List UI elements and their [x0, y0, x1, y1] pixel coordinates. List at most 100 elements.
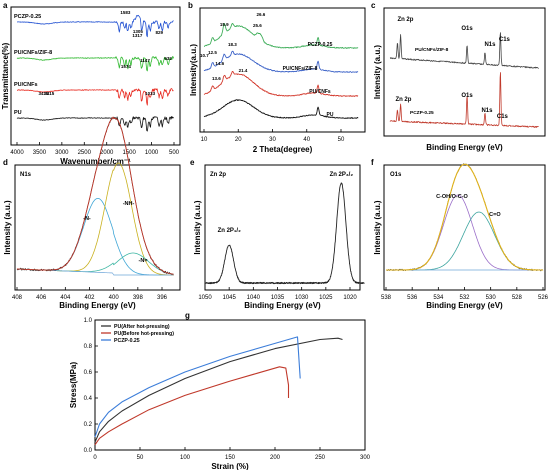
x-tick-label: 526	[538, 295, 549, 301]
series-line	[203, 50, 359, 73]
peak-annotation: C1s	[497, 114, 509, 120]
x-tick-label: 10	[201, 137, 208, 143]
peak-annotation: Zn 2p	[397, 17, 413, 23]
series-line	[94, 366, 290, 446]
x-axis-label: Wavenumber/cm⁻¹	[60, 157, 131, 166]
panel-letter: e	[190, 158, 195, 167]
x-tick-label: 1025	[319, 295, 333, 301]
peak-annotation: 829	[155, 30, 163, 35]
peak-label: -N=	[138, 258, 147, 264]
series-label: PU	[327, 112, 334, 118]
raw-spectrum	[385, 163, 544, 272]
y-axis-label: Intensity (a.u.)	[373, 200, 382, 255]
peak-label: -NH-	[123, 201, 135, 207]
series-line	[16, 116, 174, 132]
peak-annotation: 14.6	[215, 61, 224, 66]
x-axis-label: 2 Theta(degree)	[253, 145, 313, 154]
x-tick-label: 100	[180, 455, 191, 461]
peak-annotation: 13.6	[212, 76, 221, 81]
series-line	[389, 32, 539, 69]
peak-annotation: O1s	[461, 93, 473, 99]
panel-a: a 4000 3500 3000 2500 2000 1500 1000 500 Wavenumb…	[1, 1, 181, 166]
plot-frame	[383, 7, 546, 137]
x-tick-label: 1000	[145, 150, 159, 156]
x-tick-label: 500	[169, 150, 180, 156]
spectrum-title: N1s	[20, 172, 32, 178]
y-axis-label: Intensity (a.u.)	[373, 45, 382, 100]
fit-envelope	[386, 163, 543, 271]
y-axis-label: Intensity(a.u.)	[189, 44, 198, 96]
x-tick-label: 2000	[100, 150, 114, 156]
x-tick-label: 396	[157, 295, 168, 301]
panel-letter: d	[3, 158, 8, 167]
panel-letter: b	[188, 1, 193, 10]
x-tick-label: 532	[459, 295, 470, 301]
x-tick-label: 1040	[247, 295, 261, 301]
series-label: PU	[14, 110, 22, 116]
x-tick-label: 40	[303, 137, 310, 143]
x-tick-label: 1045	[222, 295, 236, 301]
x-axis-label: Binding Energy (eV)	[244, 301, 321, 310]
x-tick-label: 3500	[33, 150, 47, 156]
spectrum-title: O1s	[390, 172, 402, 178]
series-label: PU/CNFs/ZIF-8	[283, 66, 318, 72]
x-tick-label: 200	[270, 455, 281, 461]
y-tick-label: 1.0	[84, 318, 93, 324]
plot-frame	[199, 7, 366, 133]
x-tick-label: 534	[433, 295, 444, 301]
x-tick-label: 50	[338, 137, 345, 143]
fit-component	[386, 211, 543, 271]
x-tick-label: 150	[225, 455, 236, 461]
fit-component	[17, 197, 174, 276]
raw-spectrum	[16, 116, 174, 276]
y-axis-label: Intensity (a.u.)	[193, 200, 202, 255]
fit-envelope	[17, 116, 174, 275]
legend-label: PCZP-0.25	[114, 338, 140, 344]
x-tick-label: 1020	[343, 295, 357, 301]
x-tick-label: 30	[269, 137, 276, 143]
peak-annotation: 1305	[133, 29, 144, 34]
series-line	[94, 336, 301, 438]
x-tick-label: 1035	[271, 295, 285, 301]
x-axis-label: Binding Energy (eV)	[426, 143, 503, 152]
x-tick-label: 530	[486, 295, 497, 301]
peak-annotation: Zn 2p	[395, 97, 411, 103]
x-axis-label: Strain (%)	[211, 462, 249, 470]
x-axis-label: Binding Energy (eV)	[426, 301, 503, 310]
x-tick-label: 398	[133, 295, 144, 301]
x-tick-label: 300	[360, 455, 371, 461]
x-tick-label: 50	[137, 455, 144, 461]
peak-annotation: 10.7	[200, 53, 209, 58]
peak-annotation: 25.6	[253, 23, 262, 28]
series-line	[94, 337, 343, 443]
panel-letter: f	[371, 158, 374, 167]
panel-e: e Zn 2p 1050 1045 1040 1035 1030 1025 1020 Bindin…	[190, 158, 365, 310]
peak-annotation: 1147	[140, 58, 150, 63]
y-axis-label: Transmittance(%)	[1, 42, 10, 109]
plot-frame	[10, 6, 181, 146]
x-tick-label: 400	[109, 295, 120, 301]
peak-annotation: 3415	[44, 91, 55, 96]
x-tick-label: 1050	[198, 295, 212, 301]
y-tick-label: 0.6	[84, 370, 93, 376]
peak-annotation: 21.4	[239, 68, 248, 73]
series-label: PU/CNFs	[309, 89, 331, 95]
series-line	[17, 88, 174, 106]
peak-annotation: 1574	[121, 64, 132, 69]
panel-letter: g	[185, 311, 190, 320]
series-label: PCZP-0.25	[308, 42, 333, 48]
series-label: PU/CNFs	[14, 82, 38, 88]
legend-label: PU(After hot-pressing)	[114, 324, 170, 330]
peak-label: C-OH/O-C-O	[436, 194, 468, 200]
series-line	[203, 23, 359, 49]
peak-label: -N-	[83, 216, 91, 222]
peak-label: C=O	[489, 212, 501, 218]
x-tick-label: 20	[235, 137, 242, 143]
x-tick-label: 0	[93, 455, 97, 461]
x-tick-label: 408	[12, 295, 23, 301]
panel-letter: c	[371, 1, 376, 10]
plot-frame	[204, 164, 361, 291]
fit-component	[17, 162, 174, 276]
x-tick-label: 402	[84, 295, 95, 301]
